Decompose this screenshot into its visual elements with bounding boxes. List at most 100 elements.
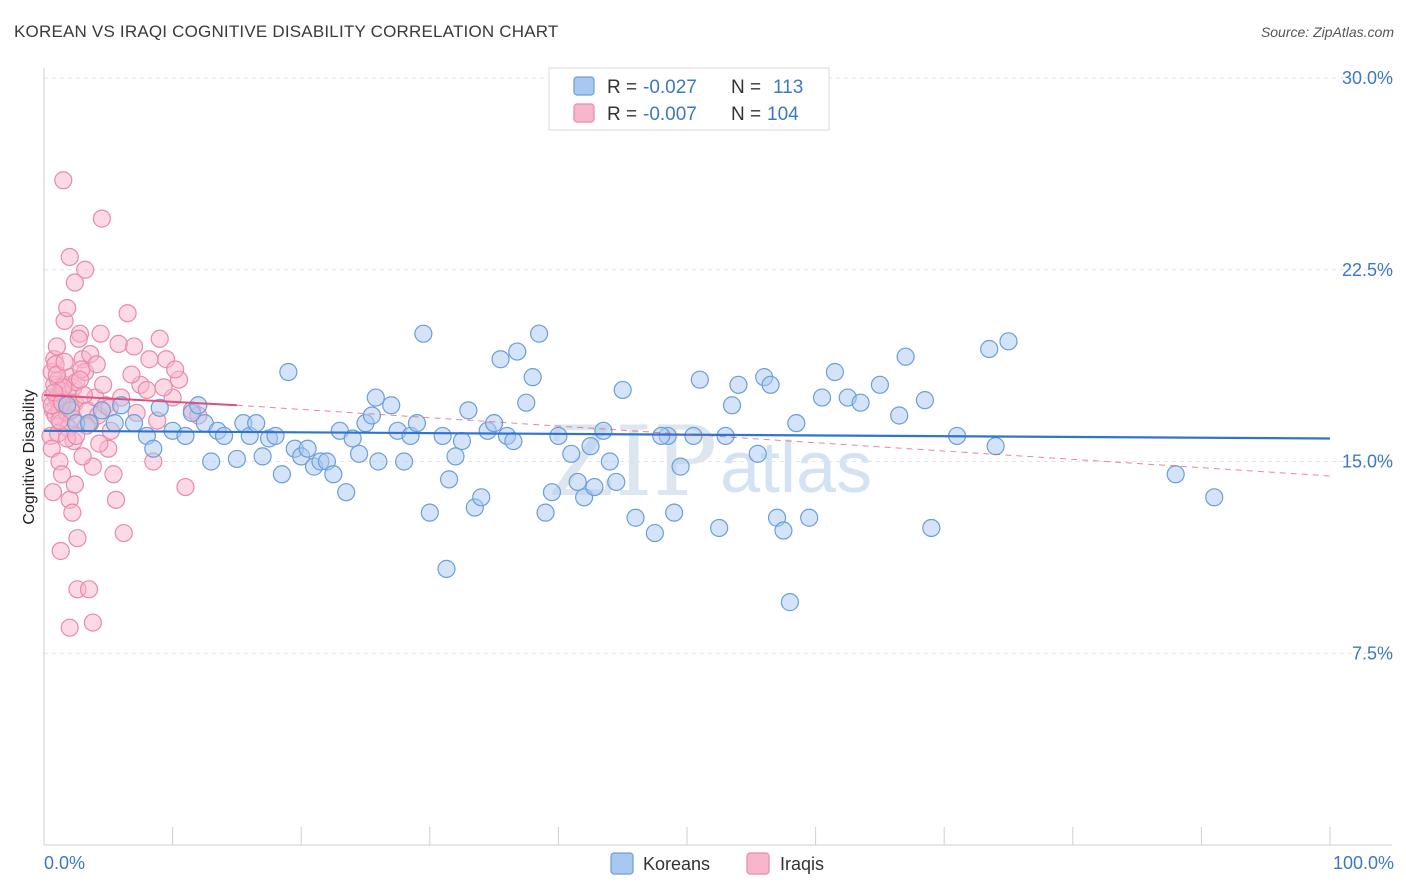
iraqis-point: [92, 209, 111, 228]
legend-swatch-iraqis: [573, 103, 595, 123]
x-tick-label-0: 0.0%: [44, 853, 85, 873]
correlation-legend: R = -0.027 N = 113 R = -0.007 N = 104: [548, 67, 830, 131]
iraqis-point: [124, 337, 144, 356]
iraqis-point: [150, 329, 169, 348]
koreans-point: [896, 347, 915, 366]
koreans-point: [613, 380, 632, 400]
koreans-point: [684, 426, 703, 446]
legend-n-label-1: N =: [731, 104, 761, 125]
koreans-point: [671, 457, 690, 476]
series-legend: Koreans Iraqis: [610, 852, 824, 875]
iraqis-point: [54, 171, 73, 190]
iraqis-point: [91, 324, 110, 343]
koreans-point: [247, 414, 266, 433]
y-axis-label: Cognitive Disability: [21, 389, 38, 524]
iraqis-point: [109, 334, 128, 353]
koreans-point: [369, 452, 388, 471]
iraqis-point: [140, 350, 159, 369]
bottom-legend-swatch-koreans: [610, 852, 634, 875]
koreans-point: [761, 375, 780, 394]
koreans-point: [227, 449, 246, 469]
legend-r-label-1: R =: [607, 104, 637, 125]
koreans-point: [349, 444, 369, 463]
koreans-point: [585, 477, 604, 497]
watermark-atlas: atlas: [720, 428, 872, 508]
iraqis-point: [55, 352, 74, 371]
koreans-point: [581, 437, 600, 456]
koreans-point: [1205, 488, 1224, 507]
koreans-point: [433, 426, 452, 446]
iraqis-point: [73, 447, 92, 466]
legend-r-value-1: -0.007: [643, 104, 697, 125]
iraqis-trend-line: [43, 394, 237, 407]
koreans-point: [600, 452, 619, 471]
iraqis-point: [51, 541, 70, 561]
iraqis-point: [122, 365, 141, 384]
koreans-point: [446, 447, 465, 466]
koreans-point: [626, 508, 645, 527]
koreans-point: [870, 375, 890, 394]
koreans-point: [452, 431, 472, 451]
koreans-point: [324, 465, 343, 484]
iraqis-point: [106, 490, 126, 509]
koreans-point: [337, 483, 356, 502]
x-ticks: [43, 827, 1331, 845]
koreans-point: [851, 393, 870, 412]
koreans-point: [420, 503, 439, 522]
iraqis-point: [60, 247, 79, 267]
koreans-point: [690, 370, 709, 389]
y-tick-label: 22.5%: [1342, 260, 1393, 280]
koreans-point: [986, 437, 1005, 456]
koreans-point: [343, 429, 362, 448]
koreans-point: [812, 388, 832, 407]
iraqis-point: [83, 613, 102, 632]
koreans-point: [491, 350, 510, 369]
koreans-point: [1166, 465, 1185, 484]
iraqis-point: [65, 475, 84, 494]
iraqis-point: [90, 434, 109, 453]
legend-n-label-0: N =: [731, 77, 761, 98]
iraqis-point: [63, 503, 82, 522]
legend-r-label-0: R =: [607, 77, 637, 98]
legend-r-value-0: -0.027: [643, 77, 697, 98]
iraqis-point: [154, 378, 173, 397]
koreans-point: [562, 444, 581, 463]
koreans-point: [508, 342, 527, 361]
legend-box: [548, 67, 830, 131]
koreans-point: [999, 332, 1018, 351]
source-label: Source: ZipAtlas.com: [1260, 24, 1394, 40]
koreans-point: [645, 523, 664, 543]
koreans-point: [414, 324, 433, 343]
iraqis-point: [43, 483, 63, 502]
y-tick-label: 15.0%: [1342, 452, 1393, 472]
iraqis-point: [76, 260, 95, 279]
chart-title: KOREAN VS IRAQI COGNITIVE DISABILITY COR…: [14, 22, 559, 41]
koreans-point: [279, 362, 298, 382]
iraqis-point: [87, 355, 106, 374]
koreans-point: [922, 518, 941, 538]
koreans-point: [825, 362, 844, 382]
koreans-point: [298, 439, 317, 458]
koreans-point: [549, 426, 568, 446]
koreans-point: [124, 414, 144, 433]
koreans-point: [729, 375, 748, 394]
koreans-point: [710, 518, 729, 538]
koreans-point: [536, 503, 555, 522]
iraqis-point: [68, 529, 87, 548]
bottom-legend-koreans: Koreans: [643, 854, 710, 874]
koreans-point: [485, 414, 504, 433]
trend-lines: [43, 394, 1331, 477]
iraqis-point: [176, 477, 195, 497]
koreans-point: [79, 414, 99, 433]
koreans-point: [150, 398, 169, 417]
koreans-point: [774, 521, 793, 540]
iraqis-point: [60, 618, 79, 637]
koreans-point: [459, 401, 478, 420]
legend-n-value-1: 104: [767, 104, 799, 125]
koreans-point: [722, 396, 742, 415]
koreans-point: [787, 414, 806, 433]
koreans-point: [105, 414, 124, 433]
iraqis-point: [47, 337, 66, 356]
legend-swatch-koreans: [573, 76, 595, 96]
